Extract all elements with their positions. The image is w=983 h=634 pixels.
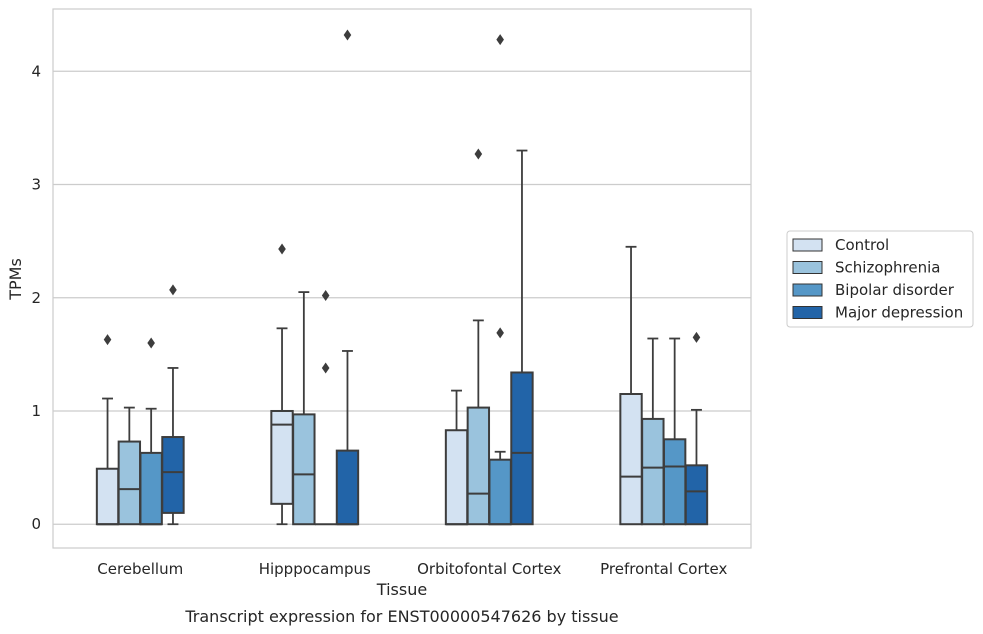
box-iqr	[684, 464, 709, 526]
box-control	[95, 334, 120, 526]
outlier-point	[474, 148, 483, 160]
box-major-depression	[510, 149, 534, 526]
chart-caption: Transcript expression for ENST0000054762…	[184, 607, 618, 626]
box-major-depression	[161, 284, 185, 526]
y-axis-label: TPMs	[6, 258, 25, 301]
y-tick-label: 0	[31, 515, 41, 533]
x-tick-label: Prefrontal Cortex	[600, 560, 727, 578]
outlier-point	[343, 29, 352, 41]
y-tick-label: 1	[31, 402, 41, 420]
box-major-depression	[335, 29, 360, 526]
y-tick-label: 4	[31, 62, 41, 80]
outlier-point	[496, 34, 504, 46]
box-schizophrenia	[292, 291, 316, 526]
boxes	[95, 29, 709, 526]
plot-frame	[52, 8, 752, 549]
y-tick-labels: 0 1 2 3 4	[31, 62, 41, 533]
x-tick-label: Cerebellum	[97, 560, 183, 578]
box-iqr	[444, 429, 469, 526]
box-major-depression	[684, 331, 709, 526]
box-iqr	[335, 449, 360, 526]
box-iqr	[641, 417, 665, 526]
box-iqr	[488, 458, 512, 526]
box-iqr	[292, 413, 316, 526]
y-tick-label: 2	[31, 289, 41, 307]
x-tick-label: Hipppocampus	[259, 560, 371, 578]
outlier-point	[147, 337, 155, 349]
box-schizophrenia	[117, 406, 142, 526]
legend: Control Schizophrenia Bipolar disorder Majo…	[786, 230, 974, 328]
outlier-point	[103, 334, 112, 346]
box-iqr	[161, 436, 185, 514]
legend-label: Bipolar disorder	[835, 281, 955, 299]
box-control	[270, 243, 294, 526]
box-iqr	[139, 451, 163, 526]
box-iqr	[619, 393, 643, 526]
legend-item: Control	[792, 236, 889, 254]
outlier-point	[169, 284, 177, 296]
box-iqr	[95, 467, 120, 526]
box-iqr	[510, 371, 534, 526]
legend-swatch	[792, 261, 823, 274]
box-iqr	[662, 438, 687, 526]
legend-label: Control	[835, 236, 889, 254]
x-tick-labels: Cerebellum Hipppocampus Orbitofontal Corte…	[97, 560, 727, 578]
outlier-point	[278, 243, 286, 255]
legend-label: Schizophrenia	[835, 259, 940, 277]
box-iqr	[117, 440, 142, 526]
legend-swatch	[792, 283, 823, 297]
legend-item: Schizophrenia	[792, 259, 940, 277]
legend-item: Major depression	[792, 304, 963, 322]
legend-item: Bipolar disorder	[792, 281, 955, 299]
box-schizophrenia	[466, 148, 491, 526]
outlier-point	[496, 327, 504, 339]
legend-swatch	[792, 306, 823, 319]
box-bipolar-disorder	[314, 289, 337, 526]
legend-label: Major depression	[835, 304, 963, 322]
box-bipolar-disorder	[488, 34, 512, 526]
outlier-point	[692, 331, 701, 343]
legend-swatch	[792, 238, 823, 252]
x-axis-label: Tissue	[376, 580, 427, 599]
box-control	[619, 245, 643, 526]
x-tick-label: Orbitofontal Cortex	[417, 560, 561, 578]
legend-frame	[786, 230, 974, 328]
box-bipolar-disorder	[662, 337, 687, 526]
box-iqr	[466, 406, 491, 526]
outlier-point	[321, 289, 330, 301]
box-bipolar-disorder	[139, 337, 163, 526]
y-tick-label: 3	[31, 176, 41, 194]
outlier-point	[321, 362, 330, 374]
box-schizophrenia	[641, 337, 665, 526]
